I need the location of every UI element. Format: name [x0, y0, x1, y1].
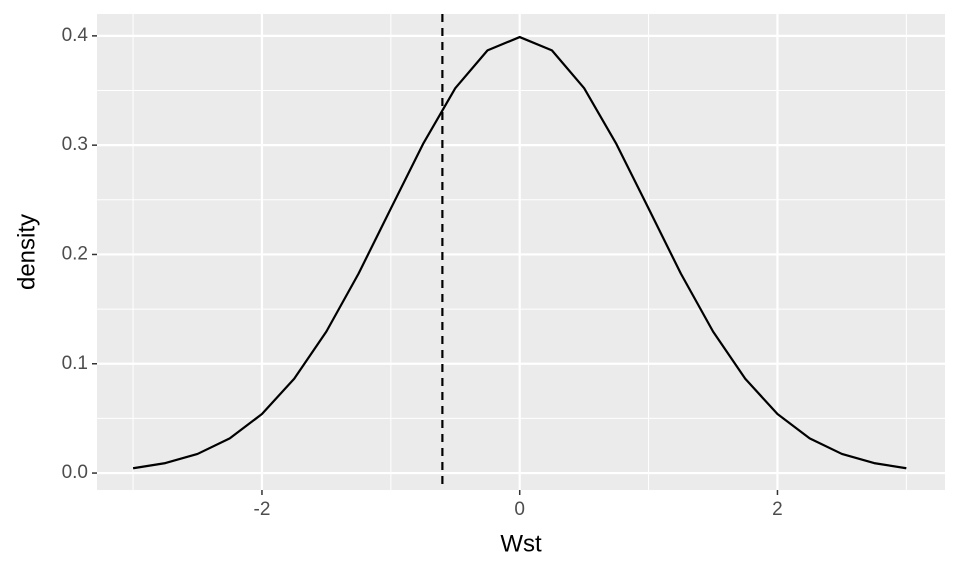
y-tick-label: 0.4 [62, 25, 89, 46]
density-line [132, 35, 907, 470]
panel [97, 14, 945, 490]
y-tick-label: 0.0 [62, 462, 88, 483]
y-tick-label: 0.1 [62, 353, 88, 374]
x-tick-label: 0 [514, 499, 525, 520]
x-tick-label: -2 [254, 499, 271, 520]
x-axis-title: Wst [500, 530, 542, 557]
x-tick-label: 2 [772, 499, 783, 520]
y-axis-title: density [13, 214, 40, 290]
y-tick-label: 0.2 [62, 243, 88, 264]
y-tick-label: 0.3 [62, 134, 88, 155]
